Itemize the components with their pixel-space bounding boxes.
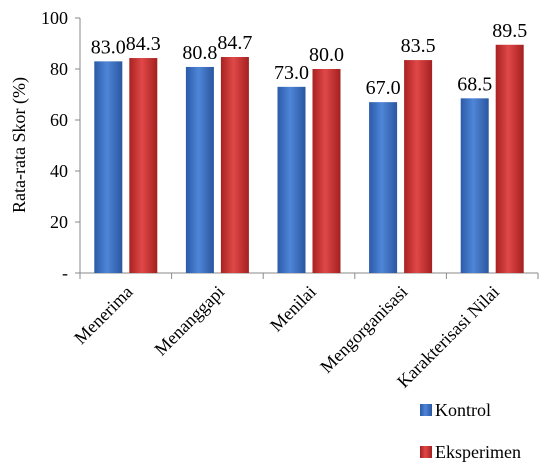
data-label: 83.0 [91, 36, 126, 58]
bar-kontrol-2 [277, 86, 306, 273]
bar-eksperimen-3 [404, 60, 433, 274]
legend-label: Eksperimen [435, 442, 521, 462]
axes: - 20 40 60 80 100 [41, 8, 539, 283]
data-label: 67.0 [366, 77, 401, 99]
data-label: 83.5 [401, 35, 436, 57]
bar-kontrol-0 [94, 61, 123, 273]
bar-eksperimen-0 [129, 58, 158, 273]
y-tick-label: 60 [50, 110, 68, 130]
x-tick-label: Menerima [70, 282, 136, 348]
bar-kontrol-4 [460, 98, 489, 273]
x-tick-label: Menilai [266, 282, 320, 336]
y-tick-label: 40 [50, 161, 68, 181]
bar-eksperimen-2 [312, 69, 341, 273]
bar-kontrol-3 [369, 102, 398, 274]
data-label: 68.5 [457, 73, 492, 95]
data-label: 84.3 [126, 33, 161, 55]
legend-swatch [420, 404, 432, 416]
bar-kontrol-1 [185, 66, 214, 274]
x-tick-label: Mengorganisasi [316, 282, 411, 377]
legend-swatch [420, 446, 432, 458]
bar-eksperimen-4 [495, 44, 524, 274]
data-label: 89.5 [492, 20, 527, 42]
data-label: 84.7 [217, 32, 252, 54]
x-tick-label: Karakterisasi Nilai [393, 282, 503, 392]
y-tick-label: 20 [50, 212, 68, 232]
bars [94, 44, 524, 274]
y-tick-label: 100 [41, 8, 68, 28]
y-tick-label: - [62, 263, 68, 283]
x-tick-label: Menanggapi [150, 282, 228, 360]
data-label: 73.0 [274, 62, 309, 84]
data-label: 80.0 [309, 44, 344, 66]
data-label: 80.8 [182, 42, 217, 64]
bar-eksperimen-1 [220, 57, 249, 273]
category-labels: Menerima Menanggapi MenilaiMengorganisasiK… [70, 282, 503, 392]
legend-label: Kontrol [435, 400, 491, 420]
y-tick-label: 80 [50, 59, 68, 79]
legend: Kontrol Eksperimen [420, 400, 521, 462]
y-axis-label: Rata-rata Skor (%) [9, 77, 30, 213]
data-labels: 83.0 80.8 73.0 67.0 68.5 84.3 84.7 80.0 83.5 89.5 [91, 20, 527, 99]
